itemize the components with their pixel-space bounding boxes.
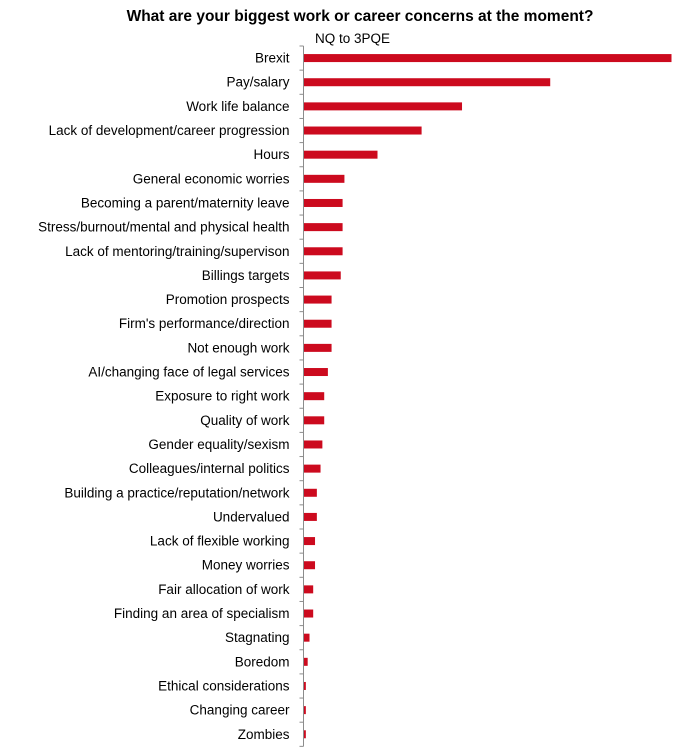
bar xyxy=(304,512,317,521)
bar xyxy=(304,223,343,232)
category-label: Lack of mentoring/training/supervison xyxy=(65,244,289,259)
category-label: AI/changing face of legal services xyxy=(88,365,289,380)
bar xyxy=(304,537,316,546)
bar xyxy=(304,247,343,256)
category-label: Stagnating xyxy=(225,630,290,645)
category-label: Becoming a parent/maternity leave xyxy=(81,195,290,210)
bar xyxy=(304,392,325,401)
category-label: Lack of development/career progression xyxy=(49,123,290,138)
category-label: Zombies xyxy=(238,727,290,742)
bars-layer xyxy=(304,54,672,739)
y-axis-ticks xyxy=(299,45,304,747)
chart-title: What are your biggest work or career con… xyxy=(126,8,594,25)
bar xyxy=(304,54,672,63)
bar xyxy=(304,198,343,207)
category-label: Undervalued xyxy=(213,509,290,524)
bar xyxy=(304,681,306,690)
bar xyxy=(304,633,310,642)
bar xyxy=(304,488,317,497)
bar xyxy=(304,174,345,183)
category-label: Lack of flexible working xyxy=(150,534,290,549)
bar xyxy=(304,440,323,449)
bar xyxy=(304,343,332,352)
category-label: Boredom xyxy=(235,654,290,669)
bar xyxy=(304,416,325,425)
category-label: Stress/burnout/mental and physical healt… xyxy=(38,220,289,235)
bar xyxy=(304,706,306,715)
category-label: Promotion prospects xyxy=(166,292,290,307)
category-label: Pay/salary xyxy=(226,75,289,90)
category-label: Colleagues/internal politics xyxy=(129,461,290,476)
category-label: Not enough work xyxy=(187,340,289,355)
category-label: Fair allocation of work xyxy=(158,582,290,597)
bar xyxy=(304,609,314,618)
bar xyxy=(304,561,316,570)
bar xyxy=(304,464,321,473)
category-label: Hours xyxy=(253,147,289,162)
bar xyxy=(304,271,341,280)
bar xyxy=(304,78,551,87)
bar xyxy=(304,295,332,304)
category-label: Brexit xyxy=(255,51,290,66)
category-label: Quality of work xyxy=(200,413,290,428)
bar xyxy=(304,368,328,377)
category-label: Ethical considerations xyxy=(158,678,290,693)
category-label: General economic worries xyxy=(133,171,290,186)
category-label: Billings targets xyxy=(202,268,290,283)
bar xyxy=(304,319,332,328)
bar xyxy=(304,585,314,594)
bar xyxy=(304,730,306,739)
bar xyxy=(304,102,463,111)
category-label: Gender equality/sexism xyxy=(148,437,289,452)
category-labels: Brexit Pay/salary Work life balance Lack of… xyxy=(38,51,290,742)
bar xyxy=(304,657,308,666)
category-label: Changing career xyxy=(190,703,290,718)
chart-subtitle: NQ to 3PQE xyxy=(315,31,391,46)
bar xyxy=(304,126,422,135)
bar xyxy=(304,150,378,159)
category-label: Exposure to right work xyxy=(155,389,290,404)
category-label: Work life balance xyxy=(186,99,289,114)
category-label: Finding an area of specialism xyxy=(114,606,290,621)
category-label: Firm's performance/direction xyxy=(119,316,290,331)
category-label: Money worries xyxy=(202,558,290,573)
category-label: Building a practice/reputation/network xyxy=(64,485,289,500)
